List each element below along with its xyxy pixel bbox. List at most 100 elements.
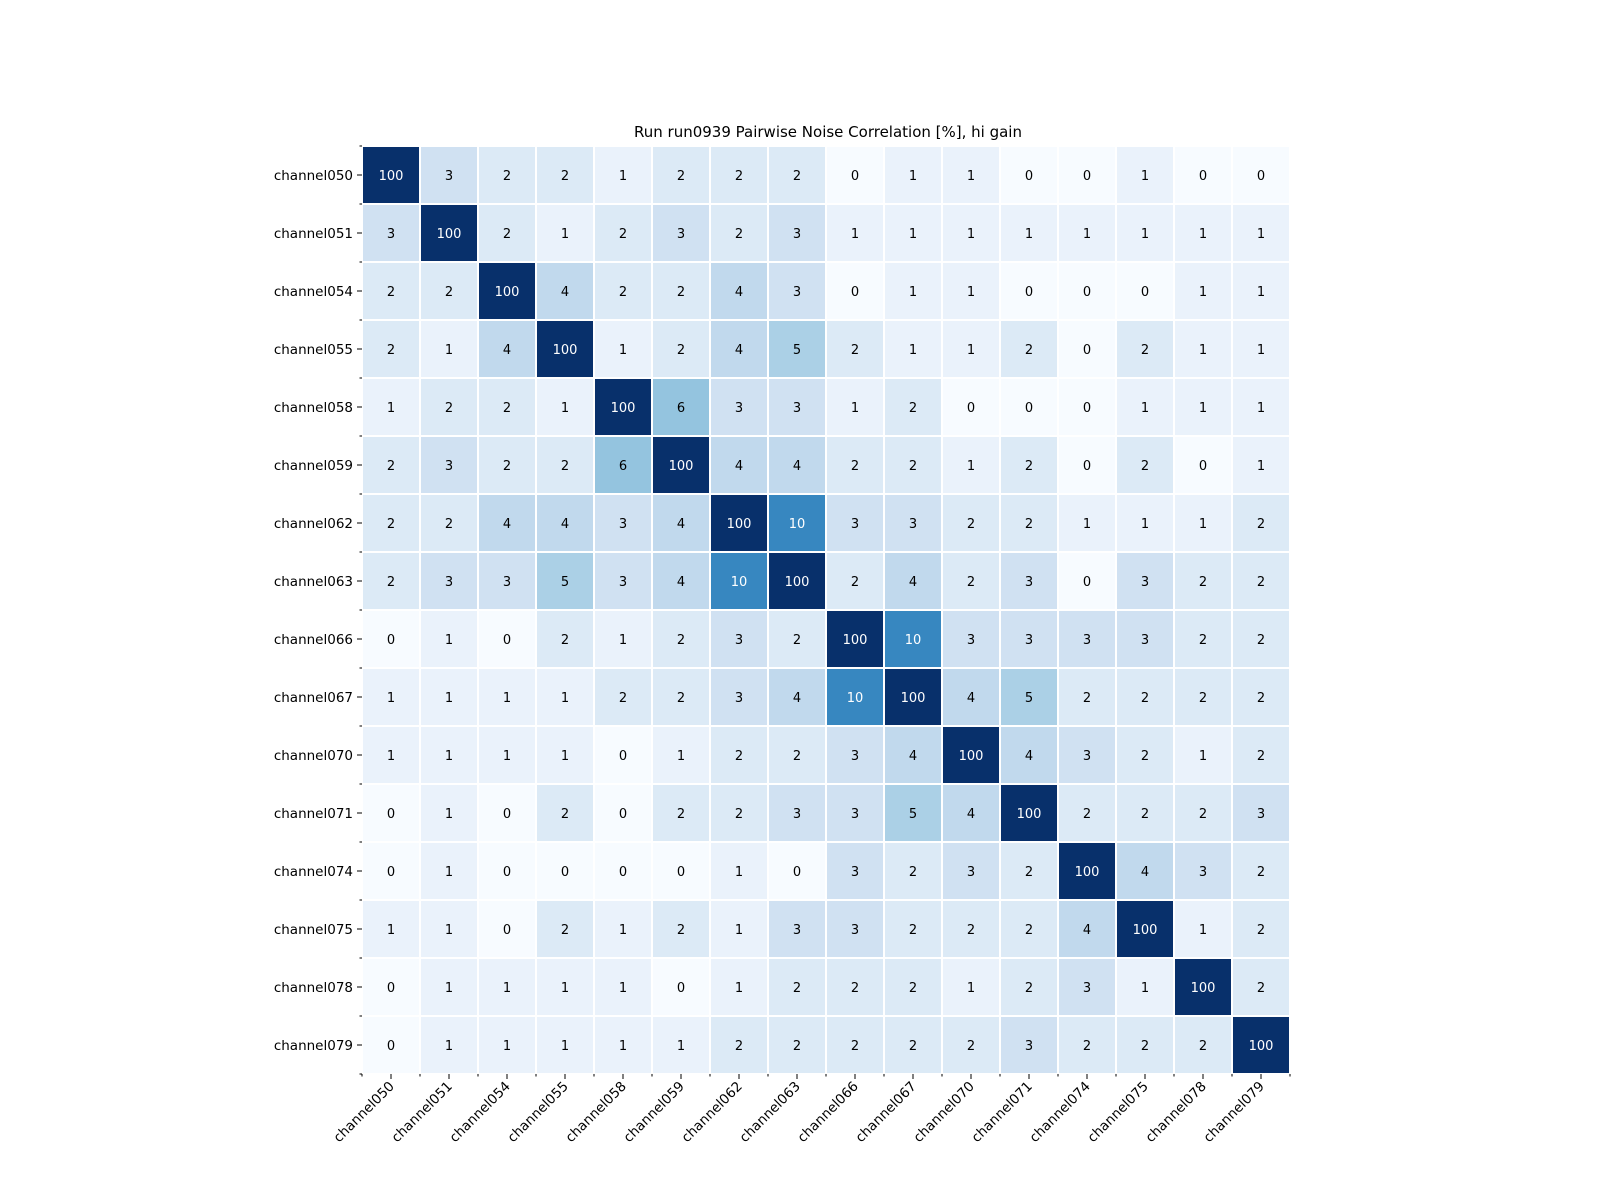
cell-value-label: 2 [793, 749, 801, 764]
cell-value-label: 3 [851, 749, 859, 764]
heatmap-cell [1059, 147, 1115, 203]
heatmap-cell [421, 843, 477, 899]
cell-value-label: 1 [909, 285, 917, 300]
cell-value-label: 100 [611, 401, 636, 416]
cell-value-label: 2 [503, 227, 511, 242]
cell-value-label: 2 [909, 401, 917, 416]
cell-value-label: 100 [1017, 807, 1042, 822]
cell-value-label: 2 [967, 923, 975, 938]
heatmap-cell [1001, 901, 1057, 957]
cell-value-label: 2 [561, 169, 569, 184]
cell-value-label: 2 [677, 807, 685, 822]
cell-value-label: 0 [619, 749, 627, 764]
cell-value-label: 1 [387, 749, 395, 764]
cell-value-label: 0 [619, 807, 627, 822]
heatmap-cell [363, 495, 419, 551]
cell-value-label: 2 [561, 807, 569, 822]
heatmap-cell [479, 727, 535, 783]
cell-value-label: 1 [619, 633, 627, 648]
cell-value-label: 2 [1025, 923, 1033, 938]
cell-value-label: 0 [503, 865, 511, 880]
cell-value-label: 2 [793, 1039, 801, 1054]
heatmap-cell [827, 959, 883, 1015]
heatmap-cell [769, 669, 825, 725]
heatmap-cell [595, 1017, 651, 1073]
heatmap-cell [827, 611, 883, 667]
heatmap-cell [885, 205, 941, 261]
cell-value-label: 1 [503, 981, 511, 996]
cell-value-label: 3 [387, 227, 395, 242]
cell-value-label: 0 [503, 633, 511, 648]
cell-value-label: 1 [1199, 923, 1207, 938]
cell-value-label: 2 [1257, 517, 1265, 532]
cell-value-label: 2 [1025, 981, 1033, 996]
heatmap-cell [1175, 727, 1231, 783]
heatmap-cell [421, 611, 477, 667]
cell-value-label: 2 [677, 169, 685, 184]
cell-value-label: 1 [561, 691, 569, 706]
heatmap-cell [421, 263, 477, 319]
cell-value-label: 2 [1083, 1039, 1091, 1054]
cell-value-label: 2 [1199, 1039, 1207, 1054]
cell-value-label: 4 [1141, 865, 1149, 880]
heatmap-cell [711, 437, 767, 493]
cell-value-label: 2 [793, 633, 801, 648]
cell-value-label: 3 [1025, 575, 1033, 590]
cell-value-label: 1 [1025, 227, 1033, 242]
heatmap-cell [363, 321, 419, 377]
x-tick-label: channel062 [679, 1079, 746, 1146]
cell-value-label: 0 [1025, 401, 1033, 416]
heatmap-cell [1233, 669, 1289, 725]
cell-value-label: 10 [731, 575, 748, 590]
heatmap-cell [653, 727, 709, 783]
heatmap-cell [885, 901, 941, 957]
heatmap-cell [711, 321, 767, 377]
cell-value-label: 2 [677, 343, 685, 358]
cell-value-label: 3 [1083, 981, 1091, 996]
heatmap-cell [479, 901, 535, 957]
heatmap-cell [943, 147, 999, 203]
heatmap-cell [943, 379, 999, 435]
heatmap-cell [421, 379, 477, 435]
heatmap-cell [1001, 785, 1057, 841]
heatmap-cell [1175, 263, 1231, 319]
cell-value-label: 2 [909, 1039, 917, 1054]
heatmap-cell [1001, 669, 1057, 725]
cell-value-label: 1 [909, 227, 917, 242]
heatmap-cell [827, 437, 883, 493]
heatmap-cell [1001, 727, 1057, 783]
cell-value-label: 1 [967, 343, 975, 358]
cell-value-label: 0 [1083, 575, 1091, 590]
heatmap-cell [595, 785, 651, 841]
cell-value-label: 2 [793, 981, 801, 996]
heatmap-cell [711, 263, 767, 319]
cell-value-label: 1 [1141, 169, 1149, 184]
x-tick-label: channel050 [331, 1079, 398, 1146]
heatmap-cell [479, 1017, 535, 1073]
cell-value-label: 1 [677, 1039, 685, 1054]
heatmap-cell [653, 263, 709, 319]
cell-value-label: 3 [735, 691, 743, 706]
heatmap-cell [595, 669, 651, 725]
cell-value-label: 3 [735, 633, 743, 648]
cell-value-label: 1 [445, 691, 453, 706]
cell-value-label: 1 [561, 1039, 569, 1054]
heatmap-cell [479, 553, 535, 609]
heatmap-cell [711, 205, 767, 261]
cell-value-label: 1 [735, 865, 743, 880]
heatmap-cell [1175, 611, 1231, 667]
x-tick-label: channel070 [911, 1079, 978, 1146]
heatmap-cell [537, 959, 593, 1015]
y-tick-label: channel055 [274, 342, 353, 358]
cell-value-label: 100 [1133, 923, 1158, 938]
heatmap-cell [1233, 1017, 1289, 1073]
cell-value-label: 2 [1141, 807, 1149, 822]
cell-value-label: 1 [677, 749, 685, 764]
heatmap-cell [1001, 553, 1057, 609]
heatmap-cell [1001, 843, 1057, 899]
heatmap-cell [943, 901, 999, 957]
heatmap-cell [479, 495, 535, 551]
cell-value-label: 100 [843, 633, 868, 648]
cell-value-label: 10 [789, 517, 806, 532]
heatmap-cell [421, 205, 477, 261]
